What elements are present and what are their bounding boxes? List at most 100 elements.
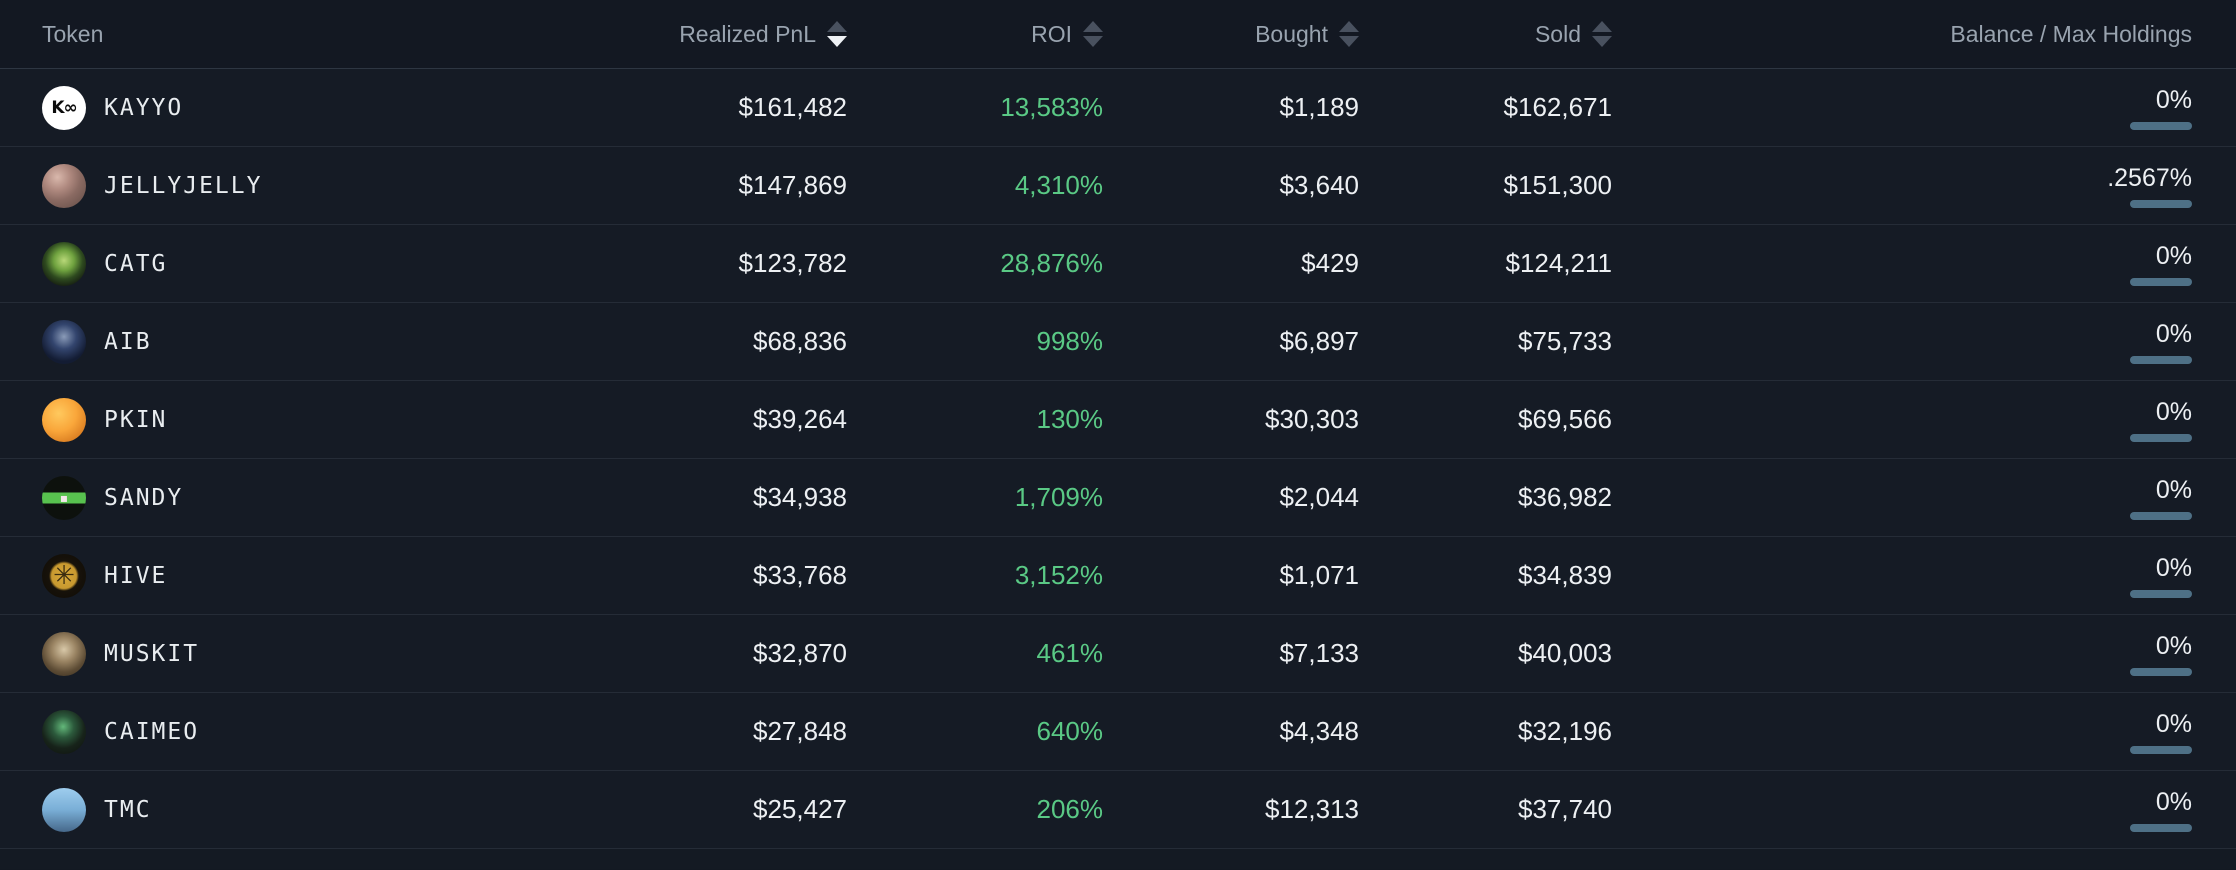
balance-bar xyxy=(2130,589,2192,598)
roi-value: 13,583% xyxy=(1000,92,1103,122)
token-cell[interactable]: CAIMEO xyxy=(42,709,527,754)
aib-token-icon xyxy=(42,319,86,364)
balance-bar xyxy=(2130,667,2192,676)
column-header-roi[interactable]: ROI xyxy=(847,21,1103,48)
roi-value: 3,152% xyxy=(1014,560,1103,590)
realized-pnl-value: $123,782 xyxy=(738,248,847,278)
sold-value: $40,003 xyxy=(1518,638,1612,668)
roi-value: 130% xyxy=(1036,404,1104,434)
table-header: Token Realized PnL ROI Bought Sold Balan… xyxy=(0,0,2236,69)
balance-value: 0% xyxy=(2155,241,2192,270)
token-cell[interactable]: TMC xyxy=(42,787,527,832)
sold-value: $34,839 xyxy=(1518,560,1612,590)
balance-cell: .2567% xyxy=(2107,164,2192,208)
realized-pnl-value: $161,482 xyxy=(738,92,847,122)
balance-value: .2567% xyxy=(2107,163,2192,192)
bought-value: $7,133 xyxy=(1279,638,1359,668)
hive-token-icon: ✳ xyxy=(42,553,86,598)
sold-value: $37,740 xyxy=(1518,794,1612,824)
bought-value: $6,897 xyxy=(1279,326,1359,356)
balance-cell: 0% xyxy=(2130,554,2192,598)
bought-value: $429 xyxy=(1301,248,1359,278)
token-name: SANDY xyxy=(104,484,184,511)
bought-value: $3,640 xyxy=(1279,170,1359,200)
sandy-token-icon: ▪ xyxy=(42,475,86,520)
tmc-token-icon xyxy=(42,787,86,832)
table-body: K∞ KAYYO $161,482 13,583% $1,189 $162,67… xyxy=(0,69,2236,849)
catg-token-icon xyxy=(42,241,86,286)
column-header-bought[interactable]: Bought xyxy=(1103,21,1359,48)
table-row[interactable]: MUSKIT $32,870 461% $7,133 $40,003 0% xyxy=(0,615,2236,693)
roi-value: 1,709% xyxy=(1014,482,1103,512)
table-row[interactable]: PKIN $39,264 130% $30,303 $69,566 0% xyxy=(0,381,2236,459)
balance-bar xyxy=(2130,745,2192,754)
table-row[interactable]: ✳ HIVE $33,768 3,152% $1,071 $34,839 0% xyxy=(0,537,2236,615)
bought-value: $2,044 xyxy=(1279,482,1359,512)
token-cell[interactable]: AIB xyxy=(42,319,527,364)
table-row[interactable]: AIB $68,836 998% $6,897 $75,733 0% xyxy=(0,303,2236,381)
token-name: JELLYJELLY xyxy=(104,172,263,199)
table-row[interactable]: K∞ KAYYO $161,482 13,583% $1,189 $162,67… xyxy=(0,69,2236,147)
token-cell[interactable]: JELLYJELLY xyxy=(42,163,527,208)
token-cell[interactable]: K∞ KAYYO xyxy=(42,85,527,130)
token-name: HIVE xyxy=(104,562,168,589)
table-row[interactable]: JELLYJELLY $147,869 4,310% $3,640 $151,3… xyxy=(0,147,2236,225)
token-cell[interactable]: ▪ SANDY xyxy=(42,475,527,520)
realized-pnl-value: $32,870 xyxy=(753,638,847,668)
balance-cell: 0% xyxy=(2130,788,2192,832)
table-row-partial xyxy=(0,849,2236,869)
realized-pnl-value: $147,869 xyxy=(738,170,847,200)
table-row[interactable]: CAIMEO $27,848 640% $4,348 $32,196 0% xyxy=(0,693,2236,771)
token-cell[interactable]: PKIN xyxy=(42,397,527,442)
realized-pnl-value: $39,264 xyxy=(753,404,847,434)
table-row[interactable]: TMC $25,427 206% $12,313 $37,740 0% xyxy=(0,771,2236,849)
column-label-bought: Bought xyxy=(1255,20,1328,47)
balance-cell: 0% xyxy=(2130,476,2192,520)
token-cell[interactable]: CATG xyxy=(42,241,527,286)
token-name: TMC xyxy=(104,796,152,823)
bought-sort-icon[interactable] xyxy=(1339,21,1359,47)
token-name: PKIN xyxy=(104,406,168,433)
realized-pnl-value: $33,768 xyxy=(753,560,847,590)
token-name: MUSKIT xyxy=(104,640,200,667)
balance-bar xyxy=(2130,355,2192,364)
token-name: CAIMEO xyxy=(104,718,200,745)
balance-bar xyxy=(2130,199,2192,208)
balance-value: 0% xyxy=(2155,397,2192,426)
balance-value: 0% xyxy=(2155,709,2192,738)
balance-value: 0% xyxy=(2155,787,2192,816)
balance-bar xyxy=(2130,121,2192,130)
bought-value: $1,189 xyxy=(1279,92,1359,122)
token-cell[interactable]: MUSKIT xyxy=(42,631,527,676)
column-header-realized-pnl[interactable]: Realized PnL xyxy=(527,21,847,48)
caimeo-token-icon xyxy=(42,709,86,754)
balance-bar xyxy=(2130,823,2192,832)
sold-value: $75,733 xyxy=(1518,326,1612,356)
column-header-sold[interactable]: Sold xyxy=(1359,21,1612,48)
realized-pnl-sort-icon[interactable] xyxy=(827,21,847,47)
table-row[interactable]: CATG $123,782 28,876% $429 $124,211 0% xyxy=(0,225,2236,303)
realized-pnl-value: $68,836 xyxy=(753,326,847,356)
roi-sort-icon[interactable] xyxy=(1083,21,1103,47)
table-row[interactable]: ▪ SANDY $34,938 1,709% $2,044 $36,982 0% xyxy=(0,459,2236,537)
sold-sort-icon[interactable] xyxy=(1592,21,1612,47)
sold-value: $124,211 xyxy=(1505,248,1612,278)
sold-value: $151,300 xyxy=(1503,170,1612,200)
sold-value: $69,566 xyxy=(1518,404,1612,434)
balance-bar xyxy=(2130,511,2192,520)
balance-cell: 0% xyxy=(2130,320,2192,364)
token-cell[interactable]: ✳ HIVE xyxy=(42,553,527,598)
balance-cell: 0% xyxy=(2130,242,2192,286)
balance-value: 0% xyxy=(2155,631,2192,660)
balance-cell: 0% xyxy=(2130,632,2192,676)
sold-value: $32,196 xyxy=(1518,716,1612,746)
balance-cell: 0% xyxy=(2130,86,2192,130)
roi-value: 461% xyxy=(1036,638,1104,668)
balance-value: 0% xyxy=(2155,553,2192,582)
roi-value: 640% xyxy=(1036,716,1104,746)
roi-value: 28,876% xyxy=(1000,248,1103,278)
bought-value: $30,303 xyxy=(1265,404,1359,434)
roi-value: 998% xyxy=(1036,326,1104,356)
bought-value: $12,313 xyxy=(1265,794,1359,824)
